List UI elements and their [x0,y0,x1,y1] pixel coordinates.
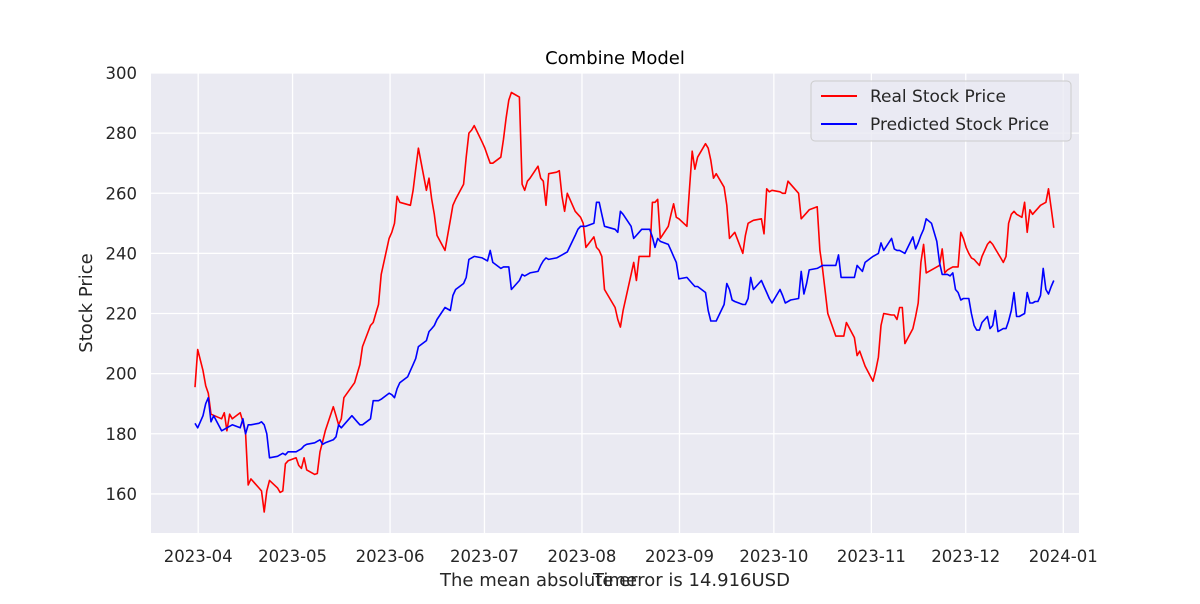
grid-lines [151,72,1079,533]
x-tick-label: 2023-12 [931,547,1000,566]
y-tick-label: 160 [106,485,138,504]
legend-label-predicted: Predicted Stock Price [870,115,1049,135]
x-tick-label: 2023-09 [645,547,714,566]
y-tick-label: 260 [106,184,138,203]
y-tick-label: 300 [106,64,138,83]
x-tick-label: 2023-11 [837,547,906,566]
y-tick-label: 220 [106,305,138,324]
plot-background [151,73,1079,533]
series-lines [194,91,1055,513]
y-tick-label: 280 [106,124,138,143]
x-tick-label: 2023-04 [164,547,233,566]
tick-labels: 2023-04 2023-05 2023-06 2023-07 2023-08 2023-… [106,64,1098,566]
x-tick-label: 2023-05 [258,547,327,566]
y-tick-label: 240 [106,244,138,263]
x-tick-label: 2024-01 [1029,547,1098,566]
y-tick-label: 180 [106,425,138,444]
legend-label-real: Real Stock Price [870,87,1006,107]
chart-title: Combine Model [545,48,685,69]
legend: Real Stock Price Predicted Stock Price [810,80,1072,142]
x-tick-label: 2023-10 [739,547,808,566]
real-price-line [194,91,1055,513]
y-tick-label: 200 [106,365,138,384]
predicted-price-line [194,201,1055,459]
x-axis-label-error: The mean absolute error is 14.916USD [439,570,790,591]
legend-box [810,80,1072,142]
x-tick-label: 2023-08 [547,547,616,566]
x-axis-label-time: Time [592,570,637,591]
x-tick-label: 2023-06 [356,547,425,566]
x-tick-label: 2023-07 [450,547,519,566]
y-axis-label: Stock Price [76,253,97,352]
